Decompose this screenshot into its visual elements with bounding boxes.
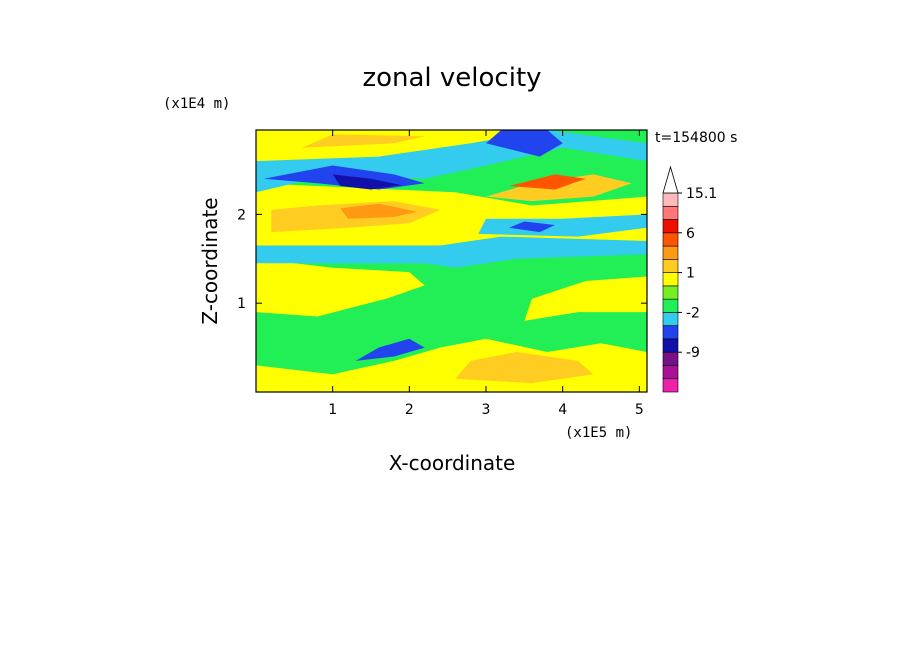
contour-region — [332, 174, 402, 190]
x-tick-label: 1 — [328, 402, 337, 418]
colorbar-segment — [662, 272, 679, 287]
colorbar: 15.1 6 1 -2 -9 — [662, 165, 717, 393]
colorbar-segment — [662, 259, 679, 273]
y-tick-label: 2 — [237, 207, 246, 223]
colorbar-tick-label: -2 — [686, 305, 700, 321]
contour-region — [355, 338, 425, 361]
x-tick-label: 4 — [558, 402, 567, 418]
y-scale-label: (x1E4 m) — [163, 96, 230, 112]
contour-region — [486, 130, 563, 157]
contour-field — [256, 130, 647, 392]
colorbar-segment — [662, 351, 679, 366]
colorbar-segment — [662, 285, 679, 300]
x-tick-label: 3 — [482, 402, 491, 418]
colorbar-segment — [662, 192, 679, 207]
colorbar-tick-label: 6 — [686, 226, 695, 242]
colorbar-segment — [662, 338, 679, 353]
y-axis-label: Z-coordinate — [198, 197, 222, 324]
contour-region — [455, 352, 594, 384]
colorbar-segment — [662, 325, 679, 340]
chart-title: zonal velocity — [362, 63, 541, 93]
colorbar-segment — [662, 232, 679, 247]
contour-region — [256, 236, 647, 268]
colorbar-segment — [662, 245, 679, 260]
contour-region — [340, 203, 417, 219]
colorbar-segment — [662, 219, 679, 234]
y-axis: 12 — [237, 207, 647, 312]
plot-frame — [255, 129, 648, 393]
x-scale-label: (x1E5 m) — [565, 425, 632, 441]
colorbar-segment — [662, 365, 679, 380]
colorbar-tick-label: -9 — [686, 345, 700, 361]
colorbar-segment — [662, 378, 679, 393]
contour-region — [256, 258, 425, 317]
x-axis: 1 2 3 4 5 — [328, 130, 644, 418]
time-label: t=154800 s — [655, 130, 737, 146]
colorbar-segment — [662, 312, 679, 326]
x-tick-label: 2 — [405, 402, 414, 418]
x-tick-label: 5 — [635, 402, 644, 418]
plot-area — [256, 130, 647, 392]
contour-region — [509, 221, 555, 233]
contour-region — [524, 276, 647, 321]
colorbar-tick-label: 15.1 — [686, 186, 717, 202]
contour-region — [478, 214, 647, 237]
colorbar-segment — [662, 298, 679, 313]
y-tick-label: 1 — [237, 296, 246, 312]
contour-region — [302, 134, 425, 148]
colorbar-segment — [662, 205, 679, 220]
contour-region — [509, 174, 586, 190]
x-axis-label: X-coordinate — [389, 451, 516, 475]
colorbar-tick-label: 1 — [686, 266, 695, 282]
colorbar-extend-arrow — [662, 165, 679, 194]
